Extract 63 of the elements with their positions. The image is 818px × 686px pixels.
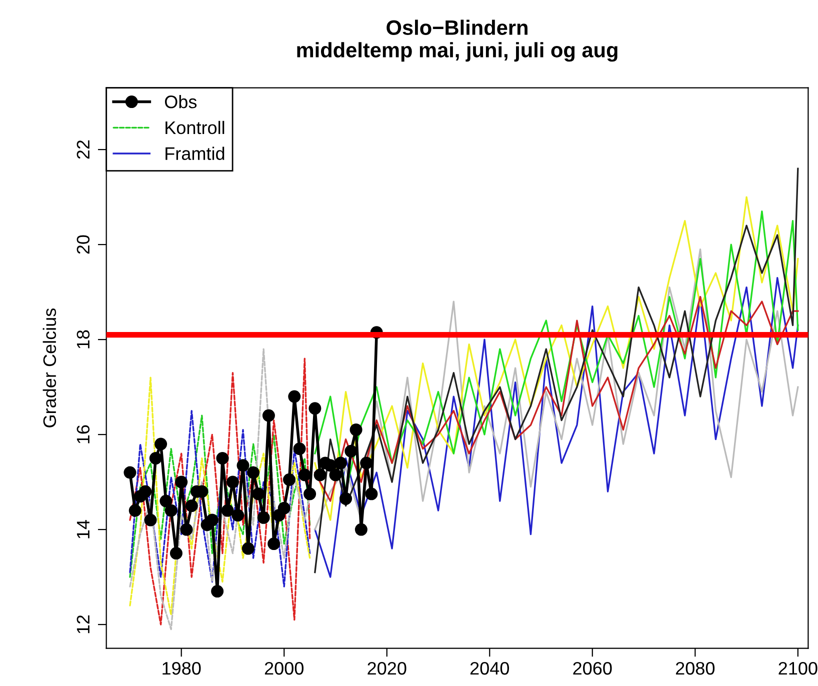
point bbox=[160, 494, 172, 508]
point bbox=[180, 523, 193, 536]
point bbox=[242, 542, 254, 555]
point bbox=[226, 476, 239, 488]
point bbox=[304, 488, 316, 500]
legend-label: Obs bbox=[164, 95, 197, 108]
point bbox=[206, 514, 218, 526]
x-tick-label: 2020 bbox=[368, 662, 406, 675]
point bbox=[360, 456, 373, 470]
point bbox=[308, 402, 322, 415]
point bbox=[314, 468, 326, 482]
point bbox=[149, 452, 162, 465]
point bbox=[211, 585, 224, 598]
point bbox=[144, 514, 157, 526]
point bbox=[128, 504, 142, 517]
point bbox=[170, 547, 182, 560]
point bbox=[278, 502, 290, 514]
point bbox=[334, 456, 347, 470]
point bbox=[354, 523, 368, 536]
point bbox=[236, 459, 250, 472]
point bbox=[293, 442, 306, 456]
point bbox=[175, 476, 188, 488]
line-series bbox=[314, 248, 799, 530]
point bbox=[344, 444, 358, 458]
point bbox=[257, 511, 270, 524]
point bbox=[247, 466, 260, 479]
y-tick-label: 22 bbox=[76, 140, 90, 159]
point bbox=[221, 504, 234, 517]
line-series bbox=[314, 296, 799, 502]
x-tick-label: 2080 bbox=[676, 662, 715, 675]
x-tick-label: 2100 bbox=[778, 662, 818, 675]
y-tick-label: 12 bbox=[76, 615, 90, 634]
chart-title: Oslo−Blindern middeltemp mai, juni, juli og aug bbox=[297, 20, 618, 62]
y-axis-title: Grader Celcius bbox=[42, 308, 56, 428]
legend-label: Framtid bbox=[166, 146, 224, 160]
point bbox=[340, 492, 352, 505]
point bbox=[139, 485, 152, 498]
point bbox=[350, 424, 362, 436]
y-tick-label: 16 bbox=[76, 425, 90, 444]
point bbox=[283, 473, 296, 486]
point bbox=[232, 509, 244, 522]
point bbox=[124, 466, 136, 479]
line-series bbox=[314, 276, 799, 578]
point bbox=[164, 504, 178, 517]
x-tick-label: 1980 bbox=[162, 662, 201, 675]
point bbox=[268, 538, 280, 550]
point bbox=[154, 438, 168, 450]
point bbox=[298, 468, 311, 482]
legend-label: Kontroll bbox=[166, 120, 224, 134]
point bbox=[185, 500, 198, 512]
point bbox=[329, 468, 342, 482]
x-tick-label: 2040 bbox=[470, 662, 510, 675]
point bbox=[252, 488, 265, 500]
y-tick-label: 20 bbox=[76, 235, 90, 254]
point bbox=[365, 488, 378, 500]
point bbox=[262, 409, 275, 422]
y-tick-label: 18 bbox=[76, 330, 90, 348]
y-tick-label: 14 bbox=[76, 520, 90, 538]
x-tick-label: 2060 bbox=[573, 662, 612, 675]
point bbox=[288, 390, 301, 403]
x-tick-label: 2000 bbox=[264, 662, 304, 675]
line-series bbox=[314, 168, 799, 574]
point bbox=[216, 452, 229, 465]
